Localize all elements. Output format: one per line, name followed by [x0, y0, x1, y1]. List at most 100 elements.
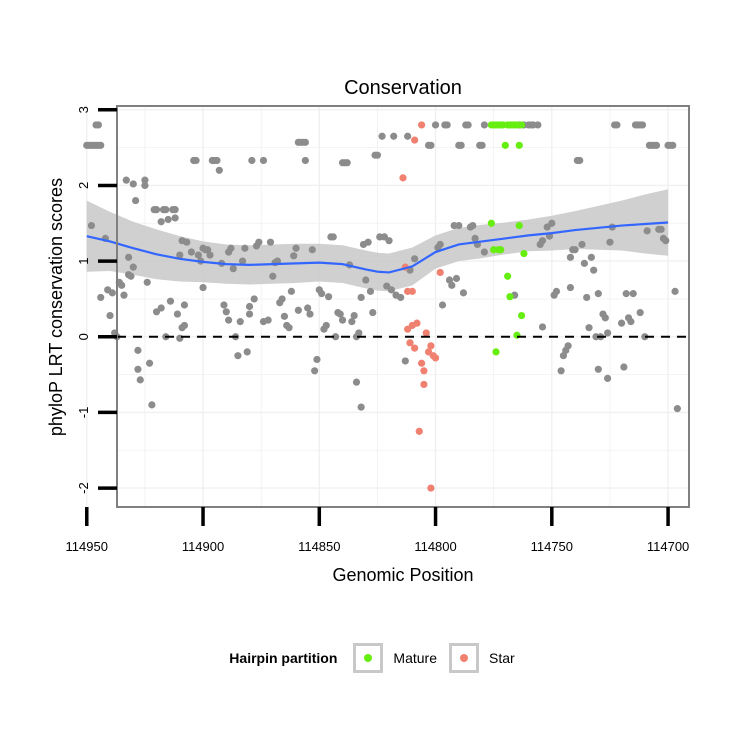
x-tick-label: 114800 — [414, 539, 456, 554]
point-other — [438, 301, 447, 309]
point-other — [336, 310, 344, 318]
point-star — [431, 354, 440, 362]
point-other — [143, 278, 151, 286]
point-other — [448, 281, 456, 289]
panel-border — [116, 105, 690, 508]
point-other — [673, 405, 681, 413]
point-star — [406, 339, 414, 347]
point-other — [580, 259, 588, 267]
point-other — [164, 215, 172, 224]
point-star — [411, 136, 419, 144]
point-other — [469, 221, 477, 230]
y-tick-label: 3 — [76, 106, 91, 113]
x-axis-title: Genomic Position — [332, 565, 473, 585]
x-tick-label: 114750 — [531, 539, 573, 554]
point-other — [643, 227, 651, 235]
point-other — [125, 253, 133, 261]
point-other — [538, 237, 547, 245]
point-other — [134, 365, 142, 373]
point-other — [241, 244, 249, 252]
point-other — [287, 287, 295, 295]
y-tick-label: 1 — [76, 257, 91, 264]
point-other — [173, 310, 182, 318]
point-other — [401, 357, 409, 365]
point-other — [464, 121, 472, 129]
y-axis-title: phyloP LRT conservation scores — [46, 178, 66, 436]
point-other — [594, 365, 602, 373]
legend-label-star: Star — [489, 650, 515, 666]
point-other — [141, 181, 149, 190]
point-other — [134, 346, 142, 354]
point-other — [431, 121, 440, 129]
point-other — [313, 355, 321, 364]
point-other — [280, 312, 289, 320]
legend: Hairpin partition Mature Star — [0, 640, 750, 676]
point-other — [385, 237, 393, 245]
point-other — [87, 221, 96, 230]
point-other — [222, 308, 230, 316]
point-other — [585, 324, 593, 332]
point-other — [601, 314, 609, 322]
point-other — [378, 132, 386, 140]
point-other — [617, 319, 626, 327]
point-mature — [506, 293, 514, 301]
point-other — [357, 293, 365, 302]
point-other — [306, 310, 314, 318]
point-other — [641, 333, 649, 341]
point-other — [213, 156, 221, 165]
point-other — [285, 324, 293, 332]
x-tick-label: 114700 — [647, 539, 689, 554]
point-star — [415, 427, 423, 435]
point-other — [343, 159, 351, 167]
point-other — [362, 276, 370, 284]
point-other — [355, 329, 363, 337]
point-other — [576, 156, 584, 165]
point-other — [157, 218, 165, 226]
point-other — [564, 342, 572, 350]
point-other — [225, 316, 233, 324]
point-other — [269, 272, 277, 280]
point-mature — [504, 272, 512, 280]
point-other — [106, 311, 114, 320]
point-other — [364, 238, 372, 246]
point-other — [671, 287, 679, 295]
point-other — [132, 196, 140, 205]
point-other — [348, 318, 356, 326]
point-other — [459, 289, 468, 297]
point-other — [245, 302, 254, 311]
point-other — [604, 329, 612, 337]
point-other — [180, 321, 189, 330]
point-other — [199, 283, 207, 292]
point-other — [627, 318, 635, 326]
legend-key-mature — [353, 643, 384, 673]
point-other — [566, 283, 575, 292]
point-mature — [515, 221, 523, 230]
point-other — [97, 293, 105, 302]
point-other — [331, 333, 340, 341]
point-other — [480, 248, 488, 256]
point-other — [294, 306, 302, 314]
point-other — [387, 286, 395, 294]
point-other — [308, 246, 316, 254]
point-other — [108, 289, 116, 297]
point-other — [538, 323, 547, 331]
point-other — [245, 310, 254, 318]
point-other — [352, 378, 361, 386]
y-tick-label: 2 — [76, 182, 91, 189]
y-tick-label: -1 — [76, 407, 91, 419]
point-other — [390, 132, 398, 140]
axes: 114950 114900 114850 114800 114750 114700 -2 -1… — [66, 106, 690, 554]
point-other — [369, 308, 377, 317]
point-other — [322, 321, 330, 330]
point-other — [604, 374, 612, 382]
point-other — [373, 151, 382, 159]
point-other — [194, 251, 202, 259]
point-star — [413, 319, 421, 327]
legend-swatch-star — [460, 654, 468, 662]
point-star — [420, 380, 428, 389]
point-star — [399, 174, 407, 182]
point-other — [638, 121, 647, 129]
point-other — [215, 166, 223, 174]
x-tick-label: 114850 — [298, 539, 340, 554]
